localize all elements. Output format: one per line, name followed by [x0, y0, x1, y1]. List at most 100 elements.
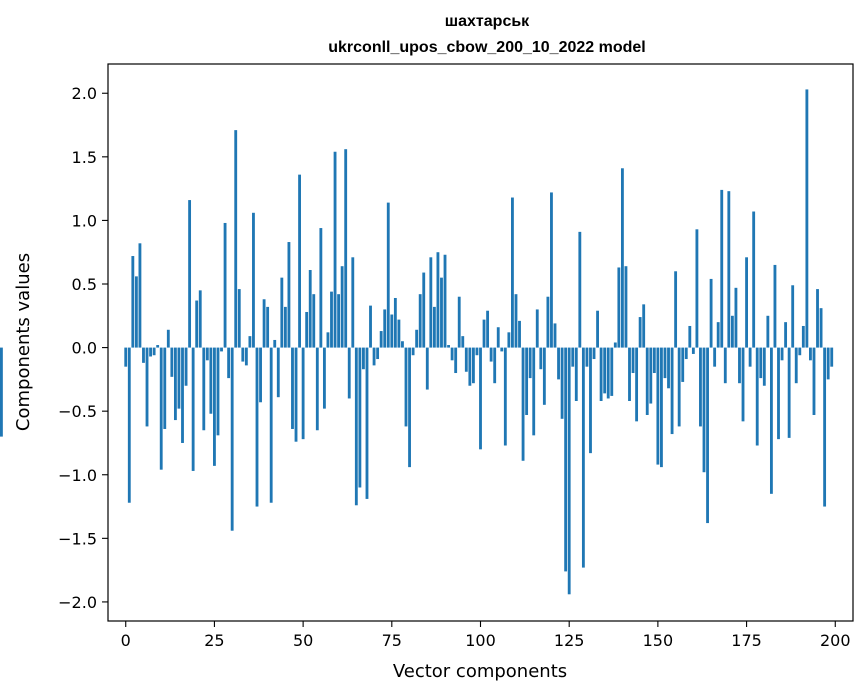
y-tick-label: −1.0	[58, 466, 97, 485]
y-tick-label: −2.0	[58, 593, 97, 612]
bar-7	[149, 347, 152, 357]
bar-45	[283, 306, 287, 348]
bar-157	[681, 347, 685, 382]
bar-67	[362, 347, 365, 370]
bar-40	[266, 306, 270, 348]
bar-38	[259, 347, 262, 403]
bar-106	[500, 347, 504, 352]
y-tick-label: −0.5	[58, 402, 97, 421]
bar-2	[131, 256, 135, 348]
bar-185	[780, 347, 784, 361]
bar-55	[319, 228, 323, 348]
bar-127	[574, 347, 578, 401]
bar-198	[826, 347, 830, 380]
bar-130	[585, 347, 589, 367]
bar-84	[422, 272, 426, 348]
x-tick-label: 175	[731, 631, 762, 650]
bar-64	[351, 257, 355, 348]
bar-161	[695, 229, 699, 348]
bar-13	[170, 347, 174, 377]
bar-102	[486, 310, 490, 348]
bar-19	[191, 347, 195, 471]
bar-27	[220, 347, 223, 352]
bar-23	[205, 347, 209, 361]
bar-103	[489, 347, 493, 362]
bar-175	[745, 257, 748, 348]
bar-50	[301, 347, 305, 440]
bar-29	[227, 347, 231, 379]
bar-193	[809, 347, 812, 361]
bar-170	[727, 191, 731, 348]
bar-44	[280, 277, 284, 348]
bar-96	[464, 347, 468, 372]
bar-122	[557, 347, 560, 380]
bar-124	[564, 347, 568, 572]
bar-154	[670, 347, 674, 435]
bar-79	[404, 347, 408, 427]
bar-26	[216, 347, 220, 436]
bar-47	[291, 347, 294, 429]
bar-187	[787, 347, 791, 438]
bar-11	[163, 347, 167, 429]
bar-74	[386, 202, 390, 348]
bar-108	[507, 332, 511, 348]
bar-176	[748, 347, 752, 367]
bar-120	[550, 192, 553, 348]
bar-134	[599, 347, 603, 401]
bar-51	[305, 311, 309, 348]
bar-35	[248, 336, 252, 348]
bar-133	[596, 310, 599, 348]
bar-42	[273, 339, 277, 348]
bar-199	[830, 347, 834, 367]
bar-91	[447, 345, 450, 348]
y-tick-label: 0.5	[72, 275, 97, 294]
x-tick-label: 200	[820, 631, 851, 650]
bar-196	[819, 308, 823, 348]
bar-0	[124, 347, 128, 367]
bar-194	[812, 347, 816, 415]
bar-121	[553, 323, 557, 348]
bar-95	[461, 336, 465, 348]
bar-86	[429, 257, 433, 348]
bar-186	[784, 322, 788, 348]
bar-117	[539, 347, 543, 370]
bar-30	[230, 347, 234, 531]
bar-53	[312, 294, 316, 348]
bar-24	[209, 347, 213, 414]
bar-155	[674, 271, 678, 348]
bar-152	[663, 347, 667, 379]
bar-143	[631, 347, 635, 374]
bar-153	[667, 347, 670, 389]
bar-15	[177, 347, 181, 409]
y-tick-label: 2.0	[72, 84, 97, 103]
chart-subtitle: ukrconll_upos_cbow_200_10_2022 model	[328, 39, 645, 56]
y-axis-label: Components values	[13, 253, 34, 431]
bar-16	[181, 347, 184, 443]
bar-65	[354, 347, 358, 506]
x-tick-label: 0	[121, 631, 131, 650]
bar-28	[223, 222, 227, 348]
bar-191	[801, 325, 805, 348]
bar-22	[202, 347, 206, 431]
bar-8	[152, 347, 156, 356]
bar-41	[269, 347, 273, 503]
bar-97	[468, 347, 472, 386]
bar-148	[649, 347, 653, 404]
bar-39	[262, 299, 266, 348]
bar-116	[535, 309, 539, 348]
bar-57	[326, 332, 330, 348]
bar-118	[542, 347, 546, 405]
bar-63	[347, 347, 351, 399]
bar-25	[213, 347, 216, 466]
x-tick-label: 150	[643, 631, 674, 650]
bar-159	[688, 325, 692, 348]
bar-135	[603, 347, 607, 394]
bar-83	[418, 294, 422, 348]
bar-149	[652, 347, 656, 374]
x-axis-ticks: 0 25 50 75 100 125 150 175 200	[121, 621, 851, 650]
y-tick-label: 0.0	[72, 339, 97, 358]
bar-48	[294, 347, 298, 442]
bar-168	[720, 189, 724, 348]
y-tick-label: 1.0	[72, 211, 97, 230]
bar-34	[244, 347, 248, 366]
